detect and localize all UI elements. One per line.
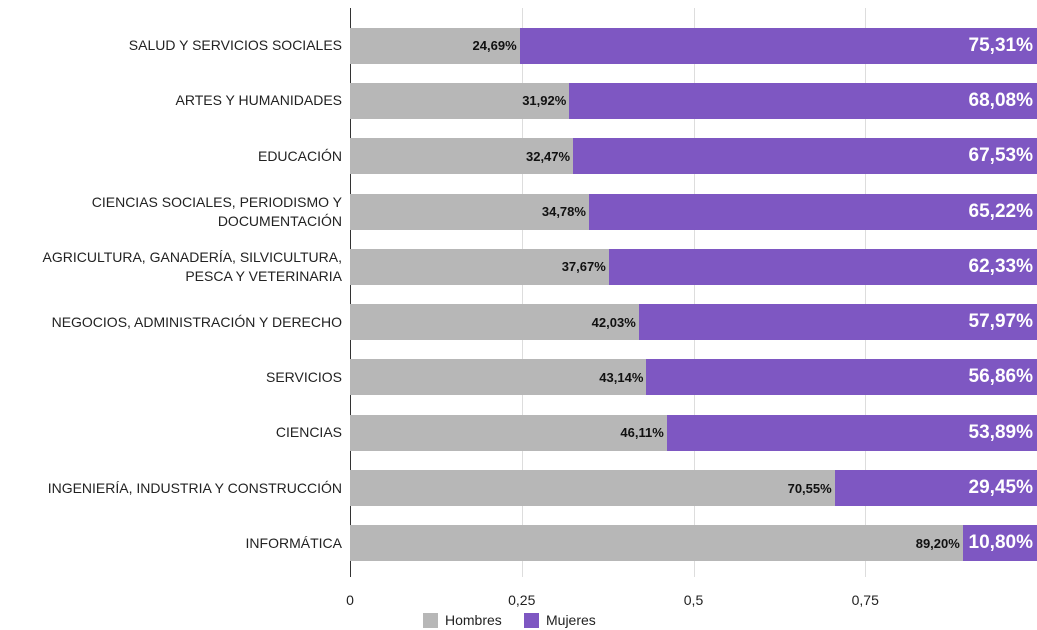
value-label: 68,08%	[968, 89, 1033, 111]
legend-swatch	[524, 613, 539, 628]
bar-segment	[646, 359, 1037, 396]
category-label: INGENIERÍA, INDUSTRIA Y CONSTRUCCIÓN	[47, 479, 342, 496]
bar-segment	[962, 525, 1037, 562]
bar-segment	[588, 193, 1037, 230]
value-label: 43,14%	[599, 369, 644, 385]
x-tick-label: 0,75	[851, 592, 879, 608]
value-label: 32,47%	[525, 148, 571, 164]
x-tick-label: 0	[346, 592, 354, 608]
category-label: AGRICULTURA, GANADERÍA, SILVICULTURA, PE…	[42, 248, 343, 284]
bar-segment	[350, 414, 667, 451]
x-tick-label: 0,5	[683, 592, 704, 608]
bar-segment	[569, 82, 1037, 119]
value-label: 42,03%	[591, 314, 636, 330]
value-label: 34,78%	[541, 204, 586, 220]
x-tick-label: 0,25	[508, 592, 536, 608]
bar-segment	[638, 304, 1037, 341]
bar-segment	[350, 193, 589, 230]
bar-segment	[350, 304, 639, 341]
value-label: 67,53%	[968, 145, 1033, 167]
value-label: 70,55%	[787, 480, 832, 496]
value-label: 89,20%	[915, 535, 960, 551]
category-label: SERVICIOS	[266, 368, 342, 385]
category-label: CIENCIAS SOCIALES, PERIODISMO Y DOCUMENT…	[91, 193, 342, 229]
bar-segment	[350, 138, 574, 175]
value-label: 10,80%	[968, 532, 1033, 554]
value-label: 53,89%	[968, 421, 1033, 443]
value-label: 62,33%	[968, 255, 1033, 277]
value-label: 56,86%	[968, 366, 1033, 388]
value-label: 24,69%	[472, 38, 517, 54]
category-label: ARTES Y HUMANIDADES	[175, 92, 343, 109]
grid-line	[350, 8, 351, 577]
category-label: SALUD Y SERVICIOS SOCIALES	[128, 37, 342, 54]
bar-segment	[350, 27, 520, 64]
legend-swatch	[423, 613, 438, 628]
legend-label: Hombres	[445, 612, 502, 628]
category-label: NEGOCIOS, ADMINISTRACIÓN Y DERECHO	[51, 313, 342, 330]
value-label: 31,92%	[522, 93, 567, 109]
bar-segment	[608, 248, 1037, 285]
category-label: CIENCIAS	[275, 424, 342, 441]
grid-line	[693, 8, 695, 577]
grid-line	[521, 8, 523, 577]
bar-segment	[350, 359, 647, 396]
bar-segment	[350, 248, 609, 285]
value-label: 37,67%	[561, 259, 606, 275]
category-label: EDUCACIÓN	[257, 147, 342, 164]
bar-segment	[573, 138, 1037, 175]
bar-segment	[350, 82, 570, 119]
value-label: 29,45%	[968, 477, 1033, 499]
bar-segment	[350, 470, 835, 507]
value-label: 75,31%	[968, 34, 1033, 56]
bar-segment	[834, 470, 1037, 507]
bar-segment	[666, 414, 1037, 451]
category-label: INFORMÁTICA	[245, 534, 342, 551]
value-label: 65,22%	[968, 200, 1033, 222]
bar-segment	[519, 27, 1037, 64]
value-label: 57,97%	[968, 311, 1033, 333]
legend-label: Mujeres	[546, 612, 596, 628]
bar-segment	[350, 525, 963, 562]
grid-line	[865, 8, 867, 577]
value-label: 46,11%	[620, 425, 664, 441]
